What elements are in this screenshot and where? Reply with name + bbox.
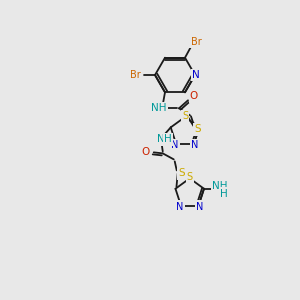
Text: N: N [176,202,184,212]
Text: Br: Br [190,37,201,47]
Text: N: N [157,134,165,144]
Text: N: N [196,202,203,212]
Text: Br: Br [130,70,140,80]
Text: S: S [182,111,188,121]
Text: S: S [195,124,201,134]
Text: O: O [142,147,150,158]
Text: S: S [178,168,185,178]
Text: S: S [187,172,193,182]
Text: O: O [190,91,198,101]
Text: N: N [192,70,200,80]
Text: H: H [164,134,172,144]
Text: NH: NH [151,103,167,113]
Text: N: N [191,140,199,150]
Text: N: N [172,140,179,150]
Text: NH: NH [212,181,228,191]
Text: H: H [220,189,228,199]
